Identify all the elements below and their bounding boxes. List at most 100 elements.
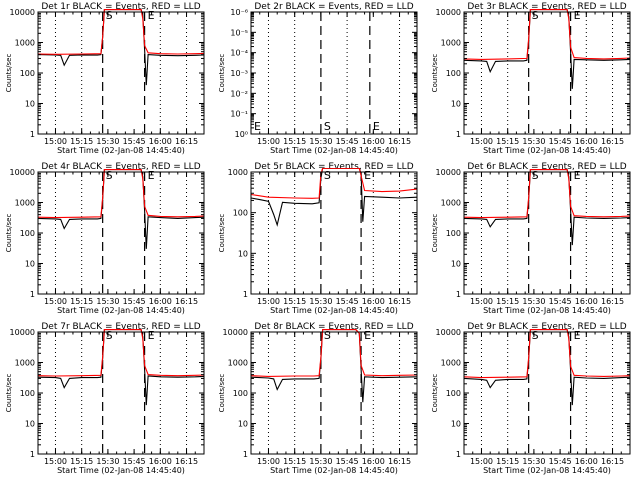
x-tick-label: 15:15 [496, 297, 519, 306]
y-tick-label: 1000 [228, 168, 248, 177]
events-series-line [251, 329, 417, 403]
y-tick-label: 100 [20, 229, 35, 238]
y-tick-label: 10 [451, 100, 461, 109]
x-tick-label: 15:30 [309, 137, 332, 146]
events-series-line [464, 329, 630, 406]
x-tick-label: 15:45 [123, 457, 146, 466]
plot-frame [463, 171, 631, 295]
y-tick-label: 10⁻¹ [230, 110, 248, 119]
x-tick-label: 16:15 [388, 137, 411, 146]
y-axis-label: Counts/sec [431, 214, 439, 253]
chart-title: Det 9r BLACK = Events, RED = LLD [467, 322, 626, 332]
x-tick-label: 16:00 [362, 457, 385, 466]
y-tick-label: 10000 [10, 328, 35, 337]
y-tick-label: 10000 [10, 8, 35, 17]
y-tick-label: 10000 [436, 8, 461, 17]
chart-title: Det 7r BLACK = Events, RED = LLD [41, 322, 200, 332]
y-tick-label: 100 [446, 69, 461, 78]
x-tick-label: 15:00 [470, 297, 493, 306]
x-tick-label: 15:30 [522, 137, 545, 146]
plot-frame [250, 171, 418, 295]
x-axis-label: Start Time (02-Jan-08 14:45:40) [57, 146, 185, 155]
x-tick-label: 15:30 [96, 297, 119, 306]
y-tick-label: 10 [238, 420, 248, 429]
plot-frame [37, 331, 205, 455]
marker-start-label: S [106, 9, 113, 22]
x-tick-label: 16:15 [388, 457, 411, 466]
plot-frame [463, 11, 631, 135]
x-tick-label: 16:00 [149, 297, 172, 306]
y-tick-label: 1 [456, 130, 461, 139]
y-tick-label: 1 [30, 130, 35, 139]
y-tick-label: 1000 [441, 359, 461, 368]
plot-frame [250, 331, 418, 455]
x-tick-label: 16:15 [175, 457, 198, 466]
lld-series-line [251, 329, 417, 377]
x-tick-label: 16:00 [362, 137, 385, 146]
x-tick-label: 16:00 [149, 137, 172, 146]
y-tick-label: 1 [243, 450, 248, 459]
lld-series-line [464, 329, 630, 379]
lld-series-line [38, 329, 204, 377]
x-tick-label: 15:15 [496, 137, 519, 146]
y-tick-label: 10⁻² [230, 89, 248, 98]
x-tick-label: 15:15 [283, 457, 306, 466]
y-axis-label: Counts/sec [5, 214, 13, 253]
x-tick-label: 15:45 [336, 137, 359, 146]
chart-title: Det 5r BLACK = Events, RED = LLD [254, 162, 413, 172]
y-axis-label: Counts/sec [431, 374, 439, 413]
x-tick-label: 15:15 [496, 457, 519, 466]
x-tick-label: 15:00 [257, 297, 280, 306]
x-tick-label: 15:45 [336, 457, 359, 466]
marker-start-label: S [532, 9, 539, 22]
y-tick-label: 10000 [436, 168, 461, 177]
y-tick-label: 100 [233, 389, 248, 398]
x-tick-label: 15:45 [123, 297, 146, 306]
y-tick-label: 1 [30, 290, 35, 299]
y-tick-label: 10⁻⁶ [230, 8, 248, 17]
x-axis-label: Start Time (02-Jan-08 14:45:40) [483, 466, 611, 475]
y-axis-label: Counts/sec [431, 54, 439, 93]
chart-title: Det 8r BLACK = Events, RED = LLD [254, 322, 413, 332]
x-tick-label: 15:15 [283, 297, 306, 306]
chart-title: Det 6r BLACK = Events, RED = LLD [467, 162, 626, 172]
x-tick-label: 15:30 [96, 457, 119, 466]
y-tick-label: 100 [20, 389, 35, 398]
x-axis-label: Start Time (02-Jan-08 14:45:40) [57, 466, 185, 475]
lld-series-line [38, 169, 204, 219]
events-series-line [38, 9, 204, 86]
marker-end-label: E [148, 329, 155, 342]
x-tick-label: 16:00 [575, 457, 598, 466]
y-tick-label: 1000 [15, 359, 35, 368]
x-tick-label: 15:00 [257, 137, 280, 146]
x-tick-label: 16:15 [175, 297, 198, 306]
x-tick-label: 15:15 [70, 297, 93, 306]
x-tick-label: 15:30 [309, 457, 332, 466]
x-tick-label: 15:00 [257, 457, 280, 466]
chart-title: Det 4r BLACK = Events, RED = LLD [41, 162, 200, 172]
x-tick-label: 16:00 [362, 297, 385, 306]
x-tick-label: 16:15 [601, 297, 624, 306]
y-tick-label: 1000 [15, 199, 35, 208]
marker-end-label: E [574, 169, 581, 182]
chart-panel-2: Det 2r BLACK = Events, RED = LLD E S E 10⁰ 10… [218, 2, 418, 155]
chart-title: Det 1r BLACK = Events, RED = LLD [41, 2, 200, 12]
x-tick-label: 15:45 [123, 137, 146, 146]
x-tick-label: 15:45 [549, 137, 572, 146]
marker-end-label: E [373, 120, 380, 133]
x-tick-label: 16:15 [388, 297, 411, 306]
x-tick-label: 16:15 [175, 137, 198, 146]
y-tick-label: 10000 [223, 328, 248, 337]
y-tick-label: 10⁻⁵ [230, 28, 248, 37]
y-tick-label: 10 [238, 249, 248, 258]
x-tick-label: 15:00 [44, 137, 67, 146]
y-tick-label: 10 [25, 260, 35, 269]
events-series-line [464, 9, 630, 89]
y-tick-label: 1000 [441, 39, 461, 48]
